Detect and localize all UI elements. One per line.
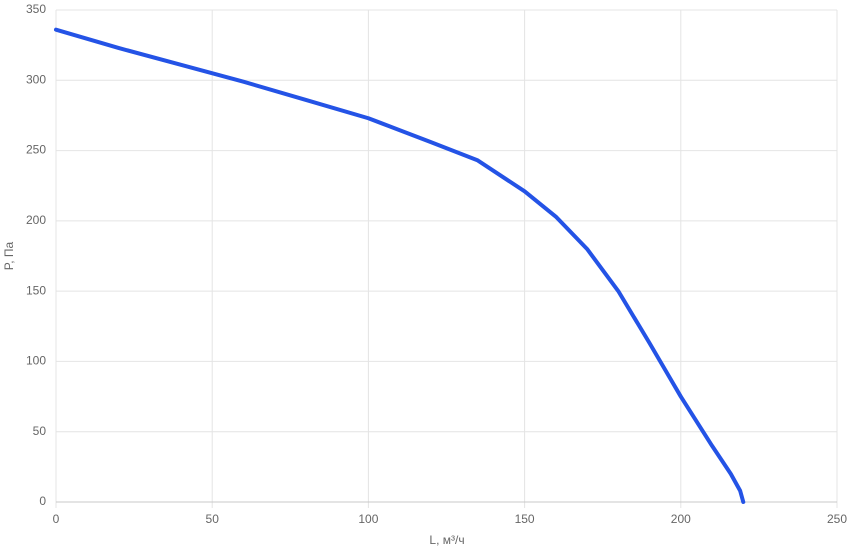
y-tick-label: 300 (26, 72, 46, 86)
y-tick-label: 0 (39, 494, 46, 508)
x-axis-label: L, м³/ч (429, 533, 464, 547)
x-tick-label: 250 (827, 512, 847, 526)
y-tick-label: 100 (26, 354, 46, 368)
x-tick-label: 50 (206, 512, 220, 526)
y-tick-label: 350 (26, 2, 46, 16)
y-axis-label: P, Па (2, 241, 16, 270)
y-tick-label: 200 (26, 213, 46, 227)
y-tick-label: 50 (33, 424, 47, 438)
x-tick-label: 200 (671, 512, 691, 526)
y-tick-label: 250 (26, 143, 46, 157)
x-tick-label: 0 (53, 512, 60, 526)
curve (54, 27, 746, 504)
x-tick-label: 100 (358, 512, 378, 526)
y-tick-label: 150 (26, 283, 46, 297)
x-tick-label: 150 (515, 512, 535, 526)
